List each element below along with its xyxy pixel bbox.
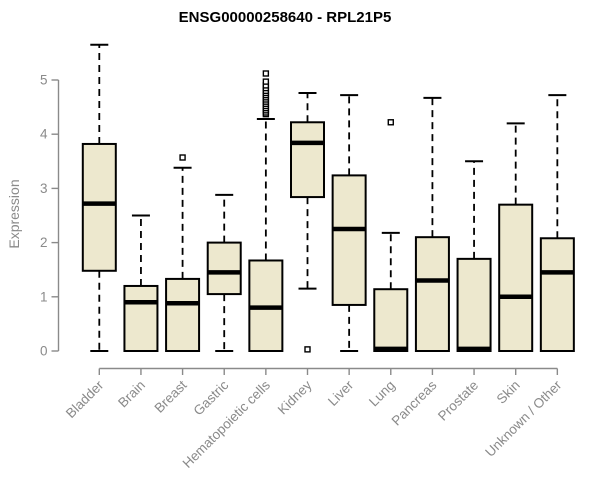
x-tick-label: Brain <box>115 378 148 411</box>
y-tick-label: 4 <box>40 127 48 142</box>
boxplot-prostate <box>456 160 492 352</box>
boxplot-hematopoietic-cells <box>248 70 284 352</box>
boxplot-brain <box>123 214 159 352</box>
box-rect <box>414 236 450 352</box>
outlier-point <box>262 70 270 77</box>
x-tick-label: Bladder <box>63 377 107 421</box>
x-tick-label: Prostate <box>435 378 481 424</box>
boxplot-pancreas <box>414 96 450 352</box>
boxplot-lung <box>373 119 409 353</box>
outlier-point <box>304 346 311 353</box>
boxplot-skin <box>498 122 534 352</box>
x-tick-label: Unknown / Other <box>482 377 565 460</box>
chart-title: ENSG00000258640 - RPL21P5 <box>178 9 392 26</box>
outlier-point <box>179 154 186 161</box>
outlier-point <box>387 119 394 126</box>
x-tick-label: Pancreas <box>389 377 440 428</box>
x-tick-label: Lung <box>366 378 398 410</box>
boxplot-kidney <box>290 92 325 353</box>
x-tick-label: Skin <box>494 378 523 407</box>
box-rect <box>539 237 575 353</box>
boxplot-unknown-other <box>539 94 575 353</box>
box-rect <box>373 288 409 353</box>
boxplot-liver <box>331 94 367 352</box>
y-axis-title: Expression <box>6 179 22 249</box>
box-rect <box>81 142 117 272</box>
y-tick-label: 3 <box>40 181 48 196</box>
x-tick-label: Breast <box>151 377 189 415</box>
boxplot-gastric <box>206 193 242 352</box>
x-tick-label: Kidney <box>275 377 315 417</box>
box-rect <box>206 241 242 296</box>
box-rect <box>456 257 492 352</box>
box-rect <box>331 174 367 306</box>
x-tick-label: Liver <box>325 377 357 409</box>
box-rect <box>165 277 201 352</box>
y-tick-label: 0 <box>40 344 48 359</box>
outlier-point <box>262 78 270 85</box>
y-tick-label: 1 <box>40 289 48 304</box>
y-tick-label: 5 <box>40 73 48 88</box>
x-tick-label: Gastric <box>190 377 231 418</box>
boxplot-breast <box>165 154 201 352</box>
box-rect <box>290 121 325 199</box>
box-rect <box>123 284 159 352</box>
box-rect <box>498 203 534 352</box>
boxplot-bladder <box>81 43 117 352</box>
y-tick-label: 2 <box>40 235 48 250</box>
